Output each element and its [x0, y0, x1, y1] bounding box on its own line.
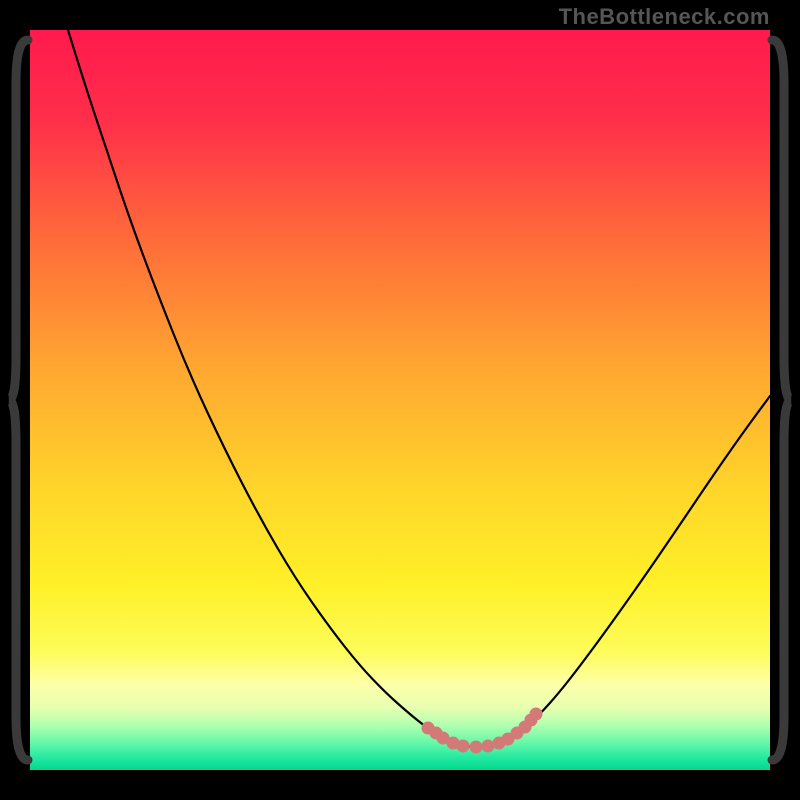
frame-braces — [0, 0, 800, 800]
watermark-text: TheBottleneck.com — [559, 4, 770, 30]
